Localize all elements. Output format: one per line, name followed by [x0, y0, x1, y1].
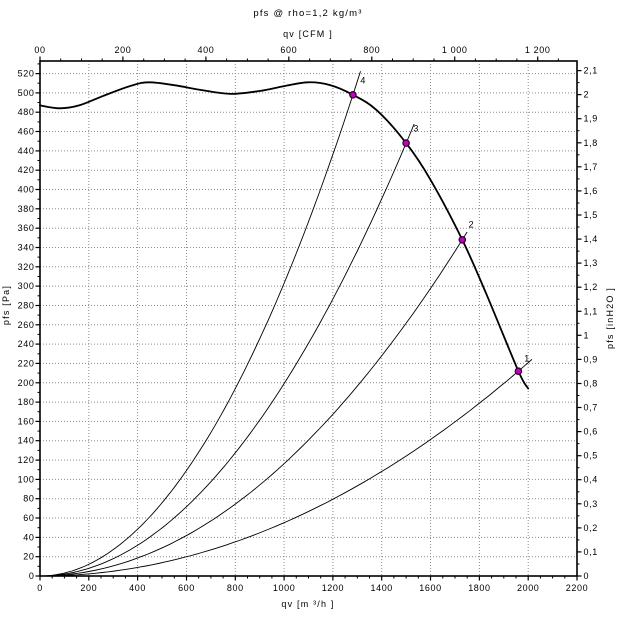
left-axis-tick-label: 420 — [18, 165, 35, 175]
left-axis-tick-label: 100 — [18, 474, 35, 484]
bottom-axis-tick-label: 1800 — [468, 583, 490, 593]
left-axis-tick-label: 380 — [18, 204, 35, 214]
left-axis-tick-label: 500 — [18, 88, 35, 98]
right-axis-tick-label: 1,4 — [584, 234, 598, 244]
left-axis-title: pfs [Pa] — [1, 285, 11, 325]
left-axis-tick-label: 60 — [23, 513, 34, 523]
left-axis-tick-label: 120 — [18, 455, 35, 465]
right-axis-tick-label: 0,9 — [584, 354, 598, 364]
operating-point-marker-2 — [458, 236, 467, 244]
bottom-axis-tick-label: 1400 — [370, 583, 392, 593]
left-axis-tick-label: 260 — [18, 320, 35, 330]
operating-point-marker-4 — [349, 91, 357, 99]
right-axis-tick-label: 0 — [584, 571, 590, 581]
right-axis-tick-label: 0,2 — [584, 523, 598, 533]
operating-point-marker-3 — [402, 139, 410, 147]
operating-point-label-1: 1 — [524, 354, 529, 364]
right-axis-tick-label: 0,7 — [584, 403, 598, 413]
chart-title: pfs @ rho=1,2 kg/m³ — [253, 8, 362, 19]
left-axis-tick-label: 440 — [18, 146, 35, 156]
right-axis-tick-label: 0,3 — [584, 499, 598, 509]
top-axis-tick-label: 00 — [34, 45, 45, 55]
right-axis-tick-label: 1,9 — [584, 114, 598, 124]
left-axis-tick-label: 300 — [18, 281, 35, 291]
system-curve-2 — [39, 231, 468, 577]
bottom-axis-tick-label: 600 — [178, 583, 195, 593]
top-axis-tick-label: 800 — [363, 45, 380, 55]
curves — [39, 71, 533, 577]
right-axis-tick-label: 2 — [584, 90, 590, 100]
bottom-axis-title: qv [m ³/h ] — [281, 599, 334, 609]
left-axis-tick-label: 180 — [18, 397, 35, 407]
right-axis-tick-label: 2,1 — [584, 66, 598, 76]
operating-points: 1 2 3 4 — [349, 75, 529, 376]
right-axis-tick-label: 1 — [584, 330, 590, 340]
top-axis-tick-label: 1 000 — [442, 45, 468, 55]
left-axis-tick-label: 320 — [18, 262, 35, 272]
right-axis-tick-label: 1,2 — [584, 282, 598, 292]
top-axis-tick-label: 1 200 — [525, 45, 551, 55]
operating-point-label-4: 4 — [360, 75, 365, 85]
right-axis-tick-label: 0,5 — [584, 451, 598, 461]
right-axis-tick-label: 1,8 — [584, 138, 598, 148]
right-axis-tick-label: 1,6 — [584, 186, 598, 196]
left-axis-tick-label: 140 — [18, 436, 35, 446]
operating-point-marker-1 — [514, 367, 523, 376]
system-curve-4 — [39, 71, 361, 577]
bottom-axis-tick-label: 0 — [37, 583, 43, 593]
right-axis-tick-label: 1,3 — [584, 258, 598, 268]
right-axis-tick-label: 1,5 — [584, 210, 598, 220]
system-curve-1 — [40, 359, 533, 577]
left-axis-tick-label: 220 — [18, 358, 35, 368]
right-axis-tick-label: 0,4 — [584, 475, 598, 485]
right-axis-tick-label: 1,7 — [584, 162, 598, 172]
left-axis-tick-label: 80 — [23, 494, 34, 504]
top-axis-title: qv [CFM ] — [283, 29, 333, 39]
left-axis-tick-label: 460 — [18, 127, 35, 137]
left-axis-tick-label: 360 — [18, 223, 35, 233]
right-axis-tick-label: 0,1 — [584, 547, 598, 557]
left-axis-tick-label: 200 — [18, 378, 35, 388]
operating-point-label-3: 3 — [413, 124, 418, 134]
right-axis-tick-label: 0,6 — [584, 427, 598, 437]
gridlines — [40, 61, 577, 576]
top-axis-tick-label: 600 — [280, 45, 297, 55]
fan-curve — [39, 81, 530, 390]
bottom-axis-tick-label: 1600 — [419, 583, 441, 593]
left-axis-tick-label: 520 — [18, 69, 35, 79]
left-axis-tick-label: 20 — [23, 552, 34, 562]
bottom-axis-tick-label: 800 — [227, 583, 244, 593]
bottom-axis-tick-label: 200 — [80, 583, 97, 593]
bottom-axis-tick-label: 400 — [129, 583, 146, 593]
bottom-axis-tick-label: 2200 — [566, 583, 588, 593]
right-axis-tick-label: 1,1 — [584, 306, 598, 316]
left-axis-tick-label: 40 — [23, 532, 34, 542]
left-axis-tick-label: 400 — [18, 185, 35, 195]
bottom-axis-tick-label: 2000 — [517, 583, 539, 593]
left-axis-tick-label: 160 — [18, 416, 35, 426]
axis-ticks: 0 200 400 600 800 1000 1200 1400 1600 1800 2000 220… — [18, 45, 598, 593]
top-axis-tick-label: 200 — [114, 45, 131, 55]
operating-point-label-2: 2 — [469, 219, 474, 229]
left-axis-tick-label: 0 — [29, 571, 35, 581]
left-axis-tick-label: 340 — [18, 243, 35, 253]
top-axis-tick-label: 400 — [197, 45, 214, 55]
bottom-axis-tick-label: 1000 — [273, 583, 295, 593]
right-axis-tick-label: 0,8 — [584, 379, 598, 389]
system-curve-3 — [39, 123, 415, 577]
left-axis-tick-label: 280 — [18, 301, 35, 311]
left-axis-tick-label: 480 — [18, 107, 35, 117]
left-axis-tick-label: 240 — [18, 339, 35, 349]
bottom-axis-tick-label: 1200 — [322, 583, 344, 593]
right-axis-title: pfs [inH2O ] — [605, 287, 615, 349]
